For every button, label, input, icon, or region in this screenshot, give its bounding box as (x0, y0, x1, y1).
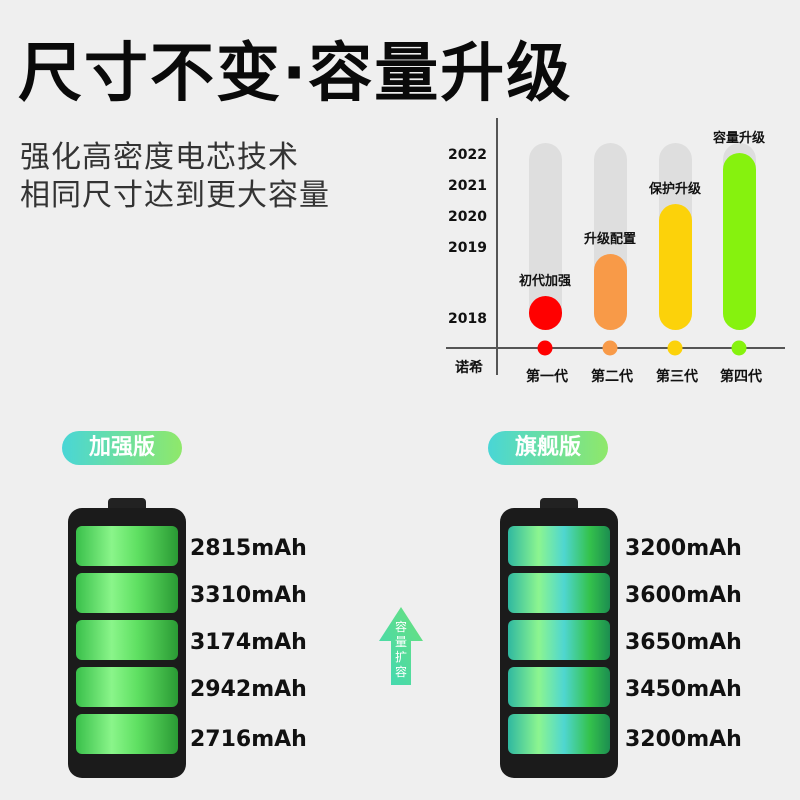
battery-cell (76, 714, 178, 754)
capacity-up-arrow-label: 容量扩容 (394, 620, 407, 679)
battery-cell (508, 667, 610, 707)
brand-label: 诺希 (455, 360, 483, 376)
battery-cell (76, 667, 178, 707)
generation-bar (659, 204, 692, 330)
year-tick: 2021 (448, 178, 487, 194)
capacity-value: 3310mAh (190, 583, 307, 608)
subtitle-line-1: 强化高密度电芯技术 (20, 140, 299, 175)
capacity-value: 2942mAh (190, 677, 307, 702)
generation-dot (537, 340, 553, 356)
capacity-value: 2716mAh (190, 727, 307, 752)
capacity-value: 3200mAh (625, 727, 742, 752)
generation-dot (731, 340, 747, 356)
timeline-y-axis (496, 118, 498, 375)
battery-cell (76, 526, 178, 566)
generation-label: 第三代 (656, 369, 698, 385)
year-tick: 2022 (448, 147, 487, 163)
year-tick: 2020 (448, 209, 487, 225)
capacity-value: 3600mAh (625, 583, 742, 608)
battery-cell (76, 573, 178, 613)
capacity-up-arrow-icon (379, 607, 423, 685)
generation-dot (602, 340, 618, 356)
flagship-battery-icon (500, 508, 618, 778)
generation-bar (723, 153, 756, 330)
battery-cell (508, 620, 610, 660)
capacity-value: 3174mAh (190, 630, 307, 655)
subtitle-line-2: 相同尺寸达到更大容量 (20, 178, 330, 213)
generation-stage-label: 容量升级 (712, 131, 766, 146)
generation-label: 第四代 (720, 369, 762, 385)
capacity-value: 2815mAh (190, 536, 307, 561)
generation-dot (667, 340, 683, 356)
year-tick: 2019 (448, 240, 487, 256)
generation-label: 第一代 (526, 369, 568, 385)
generation-label: 第二代 (591, 369, 633, 385)
enhanced-edition-badge: 加强版 (62, 431, 182, 465)
enhanced-battery-icon (68, 508, 186, 778)
flagship-edition-badge: 旗舰版 (488, 431, 608, 465)
generation-stage-label: 升级配置 (583, 232, 637, 247)
battery-cell (508, 526, 610, 566)
capacity-value: 3200mAh (625, 536, 742, 561)
battery-cell (76, 620, 178, 660)
capacity-value: 3450mAh (625, 677, 742, 702)
capacity-value: 3650mAh (625, 630, 742, 655)
headline: 尺寸不变·容量升级 (18, 37, 573, 111)
generation-stage-label: 保护升级 (648, 182, 702, 197)
battery-cell (508, 573, 610, 613)
battery-cell (508, 714, 610, 754)
generation-stage-label: 初代加强 (518, 274, 572, 289)
generation-bar (529, 296, 562, 330)
year-tick: 2018 (448, 311, 487, 327)
generation-bar (594, 254, 627, 330)
